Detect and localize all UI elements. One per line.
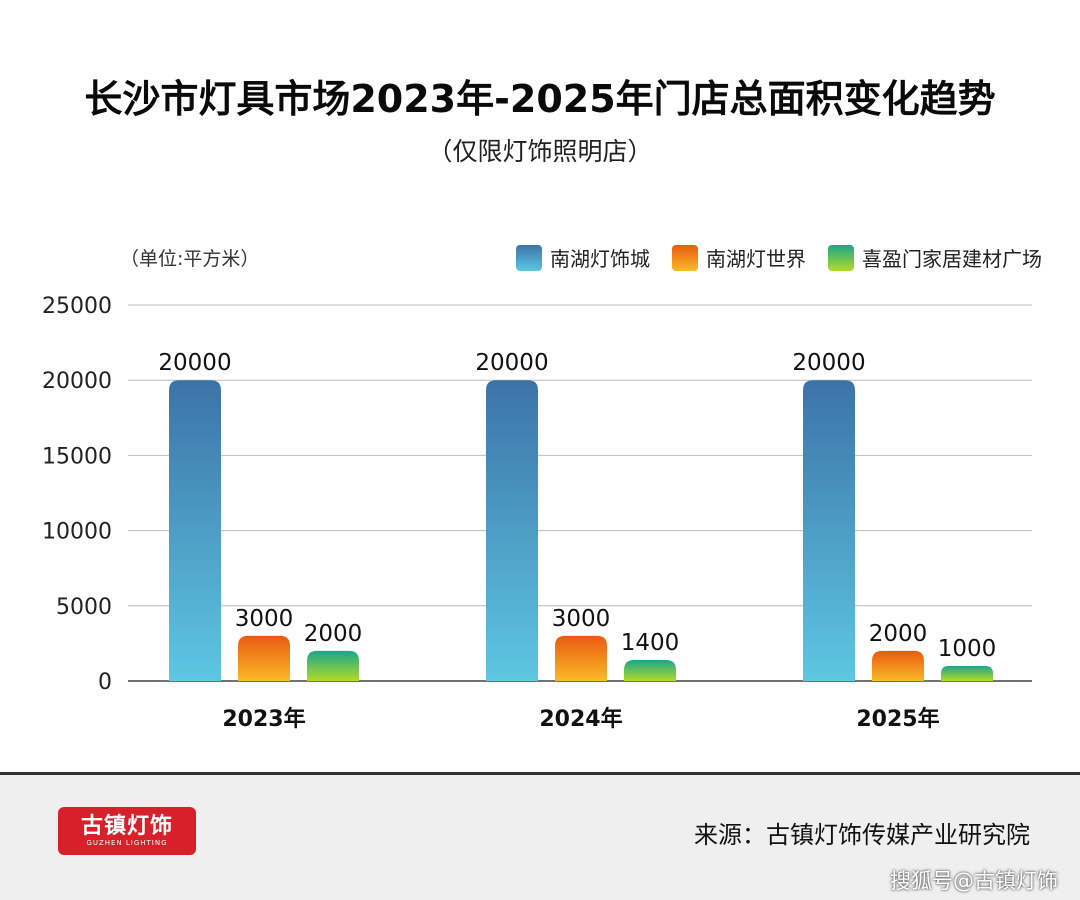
bar-chart: 0 5000 10000 15000 20000 25000 20000 3000 2000 20… bbox=[42, 294, 1032, 732]
watermark: 搜狐号@古镇灯饰 bbox=[890, 869, 1058, 893]
y-tick-label: 0 bbox=[98, 670, 112, 695]
bar bbox=[941, 665, 993, 681]
logo-subtext: GUZHEN LIGHTING bbox=[86, 839, 168, 847]
data-label: 2000 bbox=[869, 621, 928, 647]
y-tick-label: 10000 bbox=[42, 520, 112, 545]
logo-mark: 古镇灯饰 bbox=[80, 813, 173, 839]
legend-label: 喜盈门家居建材广场 bbox=[862, 247, 1042, 271]
data-label: 3000 bbox=[552, 606, 611, 632]
bar bbox=[803, 380, 855, 681]
bar bbox=[238, 635, 290, 681]
x-tick-label: 2025年 bbox=[856, 706, 939, 732]
data-label: 2000 bbox=[304, 621, 363, 647]
x-tick-label: 2024年 bbox=[539, 706, 622, 732]
data-label: 1400 bbox=[621, 630, 680, 656]
y-tick-label: 5000 bbox=[56, 595, 112, 620]
y-tick-label: 15000 bbox=[42, 444, 112, 469]
legend-item: 南湖灯世界 bbox=[672, 243, 806, 272]
legend-swatch bbox=[516, 244, 542, 271]
footer-divider bbox=[0, 772, 1080, 775]
legend-swatch bbox=[672, 244, 698, 271]
y-tick-label: 20000 bbox=[42, 369, 112, 394]
bar bbox=[555, 635, 607, 681]
legend-item: 喜盈门家居建材广场 bbox=[828, 243, 1042, 272]
legend-swatch bbox=[828, 244, 854, 271]
chart-subtitle: （仅限灯饰照明店） bbox=[427, 137, 653, 166]
data-label: 1000 bbox=[938, 636, 997, 662]
bar bbox=[307, 650, 359, 681]
legend-label: 南湖灯饰城 bbox=[550, 247, 650, 271]
data-label: 3000 bbox=[235, 606, 294, 632]
source-note: 来源：古镇灯饰传媒产业研究院 bbox=[694, 821, 1030, 849]
data-label: 20000 bbox=[792, 350, 865, 376]
chart-title: 长沙市灯具市场2023年-2025年门店总面积变化趋势 bbox=[84, 77, 996, 121]
unit-label: （单位:平方米） bbox=[120, 248, 260, 270]
x-tick-label: 2023年 bbox=[222, 706, 305, 732]
legend-label: 南湖灯世界 bbox=[706, 247, 806, 271]
data-label: 20000 bbox=[475, 350, 548, 376]
bar bbox=[872, 650, 924, 681]
data-label: 20000 bbox=[158, 350, 231, 376]
footer: 古镇灯饰 GUZHEN LIGHTING 来源：古镇灯饰传媒产业研究院 搜狐号@… bbox=[0, 775, 1080, 900]
bar bbox=[169, 380, 221, 681]
brand-logo: 古镇灯饰 GUZHEN LIGHTING bbox=[58, 807, 196, 855]
y-tick-label: 25000 bbox=[42, 294, 112, 319]
bar bbox=[624, 659, 676, 681]
bar bbox=[486, 380, 538, 681]
legend-item: 南湖灯饰城 bbox=[516, 243, 650, 272]
legend: 南湖灯饰城 南湖灯世界 喜盈门家居建材广场 bbox=[516, 243, 1042, 272]
